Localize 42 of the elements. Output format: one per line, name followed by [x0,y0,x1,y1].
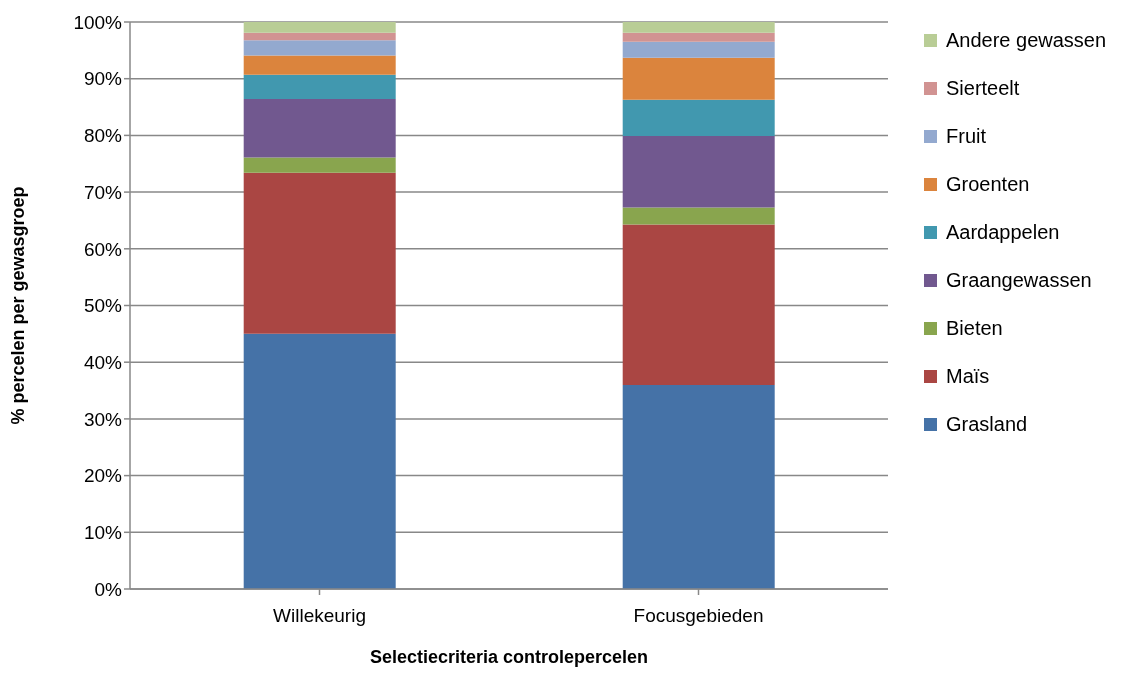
bar [622,207,775,225]
bar [622,135,775,208]
x-tick-label: Willekeurig [273,605,366,627]
legend-label: Fruit [946,124,986,148]
y-tick-label: 40% [83,351,123,373]
legend-label: Groenten [946,172,1030,196]
bar [243,22,396,33]
legend-label: Grasland [946,412,1028,436]
y-tick-label: 10% [83,522,123,544]
bar [243,74,396,100]
bar [622,99,775,136]
y-axis-title: % percelen per gewasgroep [8,186,29,425]
legend-label: Andere gewassen [946,28,1107,52]
y-tick-label: 60% [83,238,123,260]
bar [243,157,396,173]
bar [622,224,775,385]
y-tick-label: 30% [83,408,123,430]
y-tick-label: 20% [83,465,123,487]
legend-label: Bieten [946,316,1003,340]
bar [622,32,775,42]
y-tick-label: 100% [73,11,123,33]
bar [243,40,396,56]
bar [622,57,775,100]
legend-label: Graangewassen [946,268,1092,292]
bar [243,99,396,158]
bar [622,41,775,58]
bar [622,22,775,33]
bar [622,384,775,589]
y-tick-label: 0% [94,578,123,600]
y-tick-label: 80% [83,125,123,147]
bar [243,32,396,41]
x-tick-label: Focusgebieden [633,605,764,627]
x-axis-title: Selectiecriteria controlepercelen [369,647,649,667]
legend-label: Sierteelt [946,76,1020,100]
bar [243,55,396,75]
y-tick-label: 50% [83,295,123,317]
bar [243,333,396,589]
legend-label: Maïs [946,364,990,388]
y-tick-label: 70% [83,181,123,203]
legend-label: Aardappelen [946,220,1060,244]
bar [243,172,396,334]
y-tick-label: 90% [83,68,123,90]
